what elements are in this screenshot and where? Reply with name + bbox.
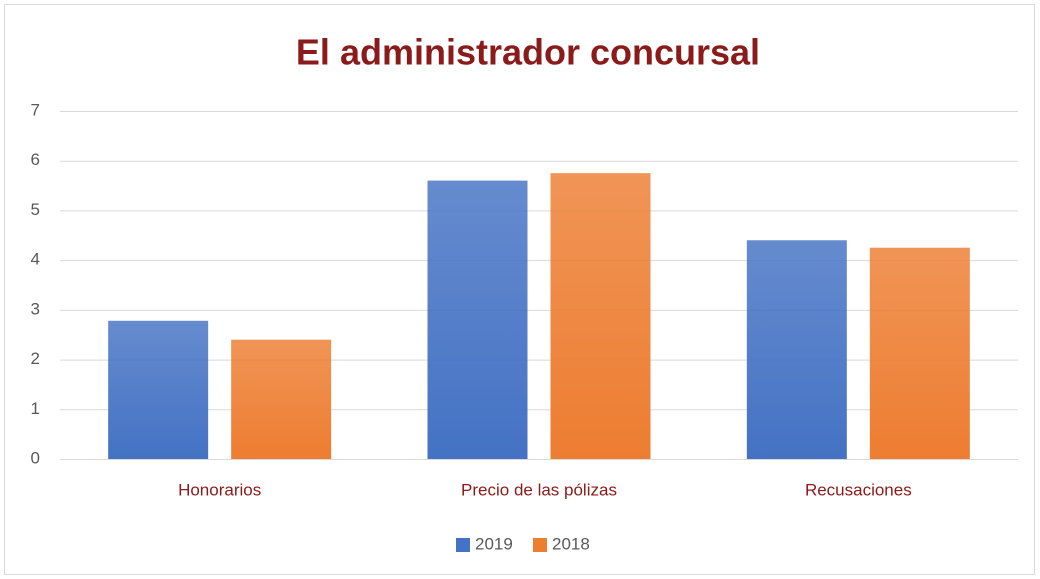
x-tick-label: Honorarios: [178, 480, 261, 499]
chart-title: El administrador concursal: [296, 32, 760, 73]
legend-label: 2018: [552, 534, 590, 553]
y-tick-label: 5: [31, 200, 40, 219]
bar: [108, 320, 209, 459]
y-tick-label: 4: [31, 250, 40, 269]
bar: [746, 240, 847, 459]
y-tick-label: 0: [31, 448, 40, 467]
bar: [427, 180, 528, 459]
y-tick-label: 6: [31, 150, 40, 169]
y-tick-label: 2: [31, 349, 40, 368]
bar: [231, 339, 332, 459]
y-tick-label: 7: [31, 100, 40, 119]
bar: [869, 247, 970, 459]
bar: [550, 173, 651, 459]
legend-swatch: [533, 538, 547, 552]
x-tick-label: Recusaciones: [805, 480, 912, 499]
y-tick-label: 1: [31, 399, 40, 418]
legend-label: 2019: [475, 534, 513, 553]
legend-swatch: [456, 538, 470, 552]
x-tick-label: Precio de las pólizas: [461, 480, 617, 499]
y-tick-label: 3: [31, 299, 40, 318]
